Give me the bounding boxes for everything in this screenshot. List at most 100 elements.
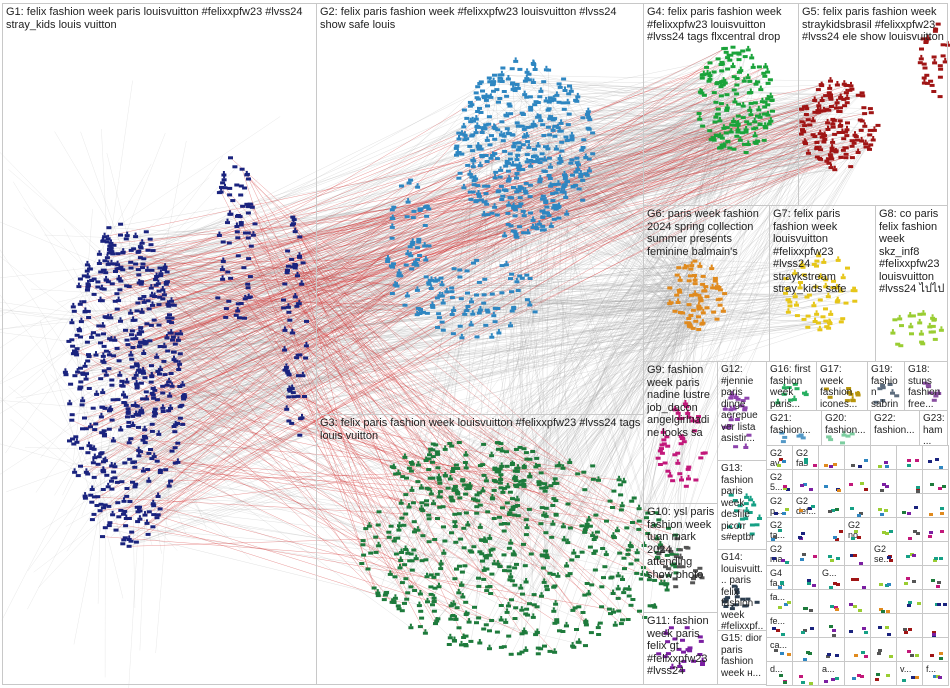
node-g2: [499, 291, 505, 295]
node-g1: [172, 342, 178, 346]
small-group-panel: [792, 541, 819, 566]
node-marker-g2: [503, 132, 506, 135]
node-g2: [526, 146, 532, 150]
edge: [131, 148, 480, 251]
node-g2: [492, 176, 498, 180]
node-g2: [547, 96, 553, 100]
small-group-node: [930, 482, 935, 486]
node-g2: [469, 300, 474, 304]
node-g1: [128, 437, 134, 441]
node-g2: [440, 328, 446, 332]
small-group-node: [781, 511, 786, 515]
node-g2: [524, 153, 530, 157]
small-group-node: [885, 465, 890, 469]
edge: [510, 146, 867, 154]
edge: [40, 304, 169, 458]
node-marker-g2: [576, 165, 579, 169]
node-g1: [80, 372, 86, 376]
node-g1: [121, 401, 127, 404]
small-group-node: [884, 509, 889, 513]
cross-group-edge: [217, 297, 546, 492]
group-label-g22: G22: fashion...: [874, 413, 915, 436]
node-g3: [459, 570, 465, 574]
node-g2: [451, 267, 457, 271]
node-g1: [100, 324, 106, 328]
node-g1: [82, 496, 88, 500]
node-g1: [141, 300, 147, 304]
edge: [569, 85, 690, 305]
cross-group-edge: [99, 165, 520, 511]
node-g1: [136, 425, 141, 429]
node-g1: [86, 355, 92, 358]
node-g2: [528, 211, 533, 215]
node-g2: [543, 201, 549, 204]
edge: [108, 150, 844, 265]
edge: [509, 179, 623, 620]
node-g1: [137, 297, 143, 301]
node-g2: [575, 168, 581, 172]
node-g3: [673, 533, 679, 537]
node-g1: [88, 425, 93, 429]
node-g1: [116, 277, 122, 281]
node-marker-g2: [512, 142, 515, 145]
cross-group-edge: [68, 159, 538, 342]
edge: [510, 77, 703, 160]
node-g2: [409, 267, 415, 271]
cross-group-edge: [102, 536, 423, 561]
edge: [151, 155, 487, 271]
node-marker-g3: [591, 531, 594, 535]
node-g3: [512, 566, 518, 570]
edge: [0, 308, 82, 322]
node-g1: [123, 403, 129, 407]
node-marker-g1: [122, 390, 125, 394]
node-g2: [505, 131, 511, 135]
node-g1: [241, 266, 247, 270]
edge: [73, 504, 102, 645]
small-group-node: [886, 583, 891, 587]
node-g3: [636, 507, 642, 511]
node-g2: [517, 67, 523, 71]
node-g1: [299, 416, 305, 420]
node-g2: [565, 123, 571, 127]
node-g1: [85, 472, 91, 476]
node-g1: [69, 413, 75, 417]
edge: [167, 290, 856, 352]
node-g1: [103, 315, 109, 319]
node-marker-g1: [153, 452, 156, 456]
small-group-node: [850, 536, 855, 540]
edge: [144, 299, 789, 303]
node-g3: [615, 574, 621, 578]
node-g3: [413, 557, 419, 561]
edge: [509, 96, 771, 198]
node-g2: [548, 224, 554, 228]
node-g1: [290, 391, 296, 395]
node-g1: [132, 465, 138, 469]
edge: [15, 386, 81, 399]
node-g2: [494, 157, 500, 161]
node-marker-g1: [95, 390, 98, 393]
small-group-panel: [922, 517, 949, 542]
node-marker-g2: [406, 249, 409, 253]
node-g1: [147, 339, 153, 343]
edge: [108, 146, 867, 318]
node-g2: [459, 152, 465, 156]
cross-group-edge: [144, 110, 750, 516]
node-marker-g1: [157, 492, 160, 495]
node-g2: [471, 179, 477, 183]
small-group-node: [810, 626, 815, 630]
small-group-node: [804, 606, 809, 610]
node-marker-g1: [150, 284, 153, 287]
node-g1: [289, 257, 295, 261]
edge: [553, 102, 838, 499]
node-g2: [565, 180, 570, 184]
edge: [0, 311, 82, 322]
edge: [115, 271, 690, 325]
node-g1: [289, 331, 295, 335]
edge: [613, 137, 714, 492]
edge: [99, 263, 704, 277]
node-g2: [576, 187, 582, 191]
node-g1: [151, 414, 157, 418]
node-g2: [541, 80, 547, 84]
node-g3: [491, 517, 497, 520]
edge: [510, 158, 672, 303]
